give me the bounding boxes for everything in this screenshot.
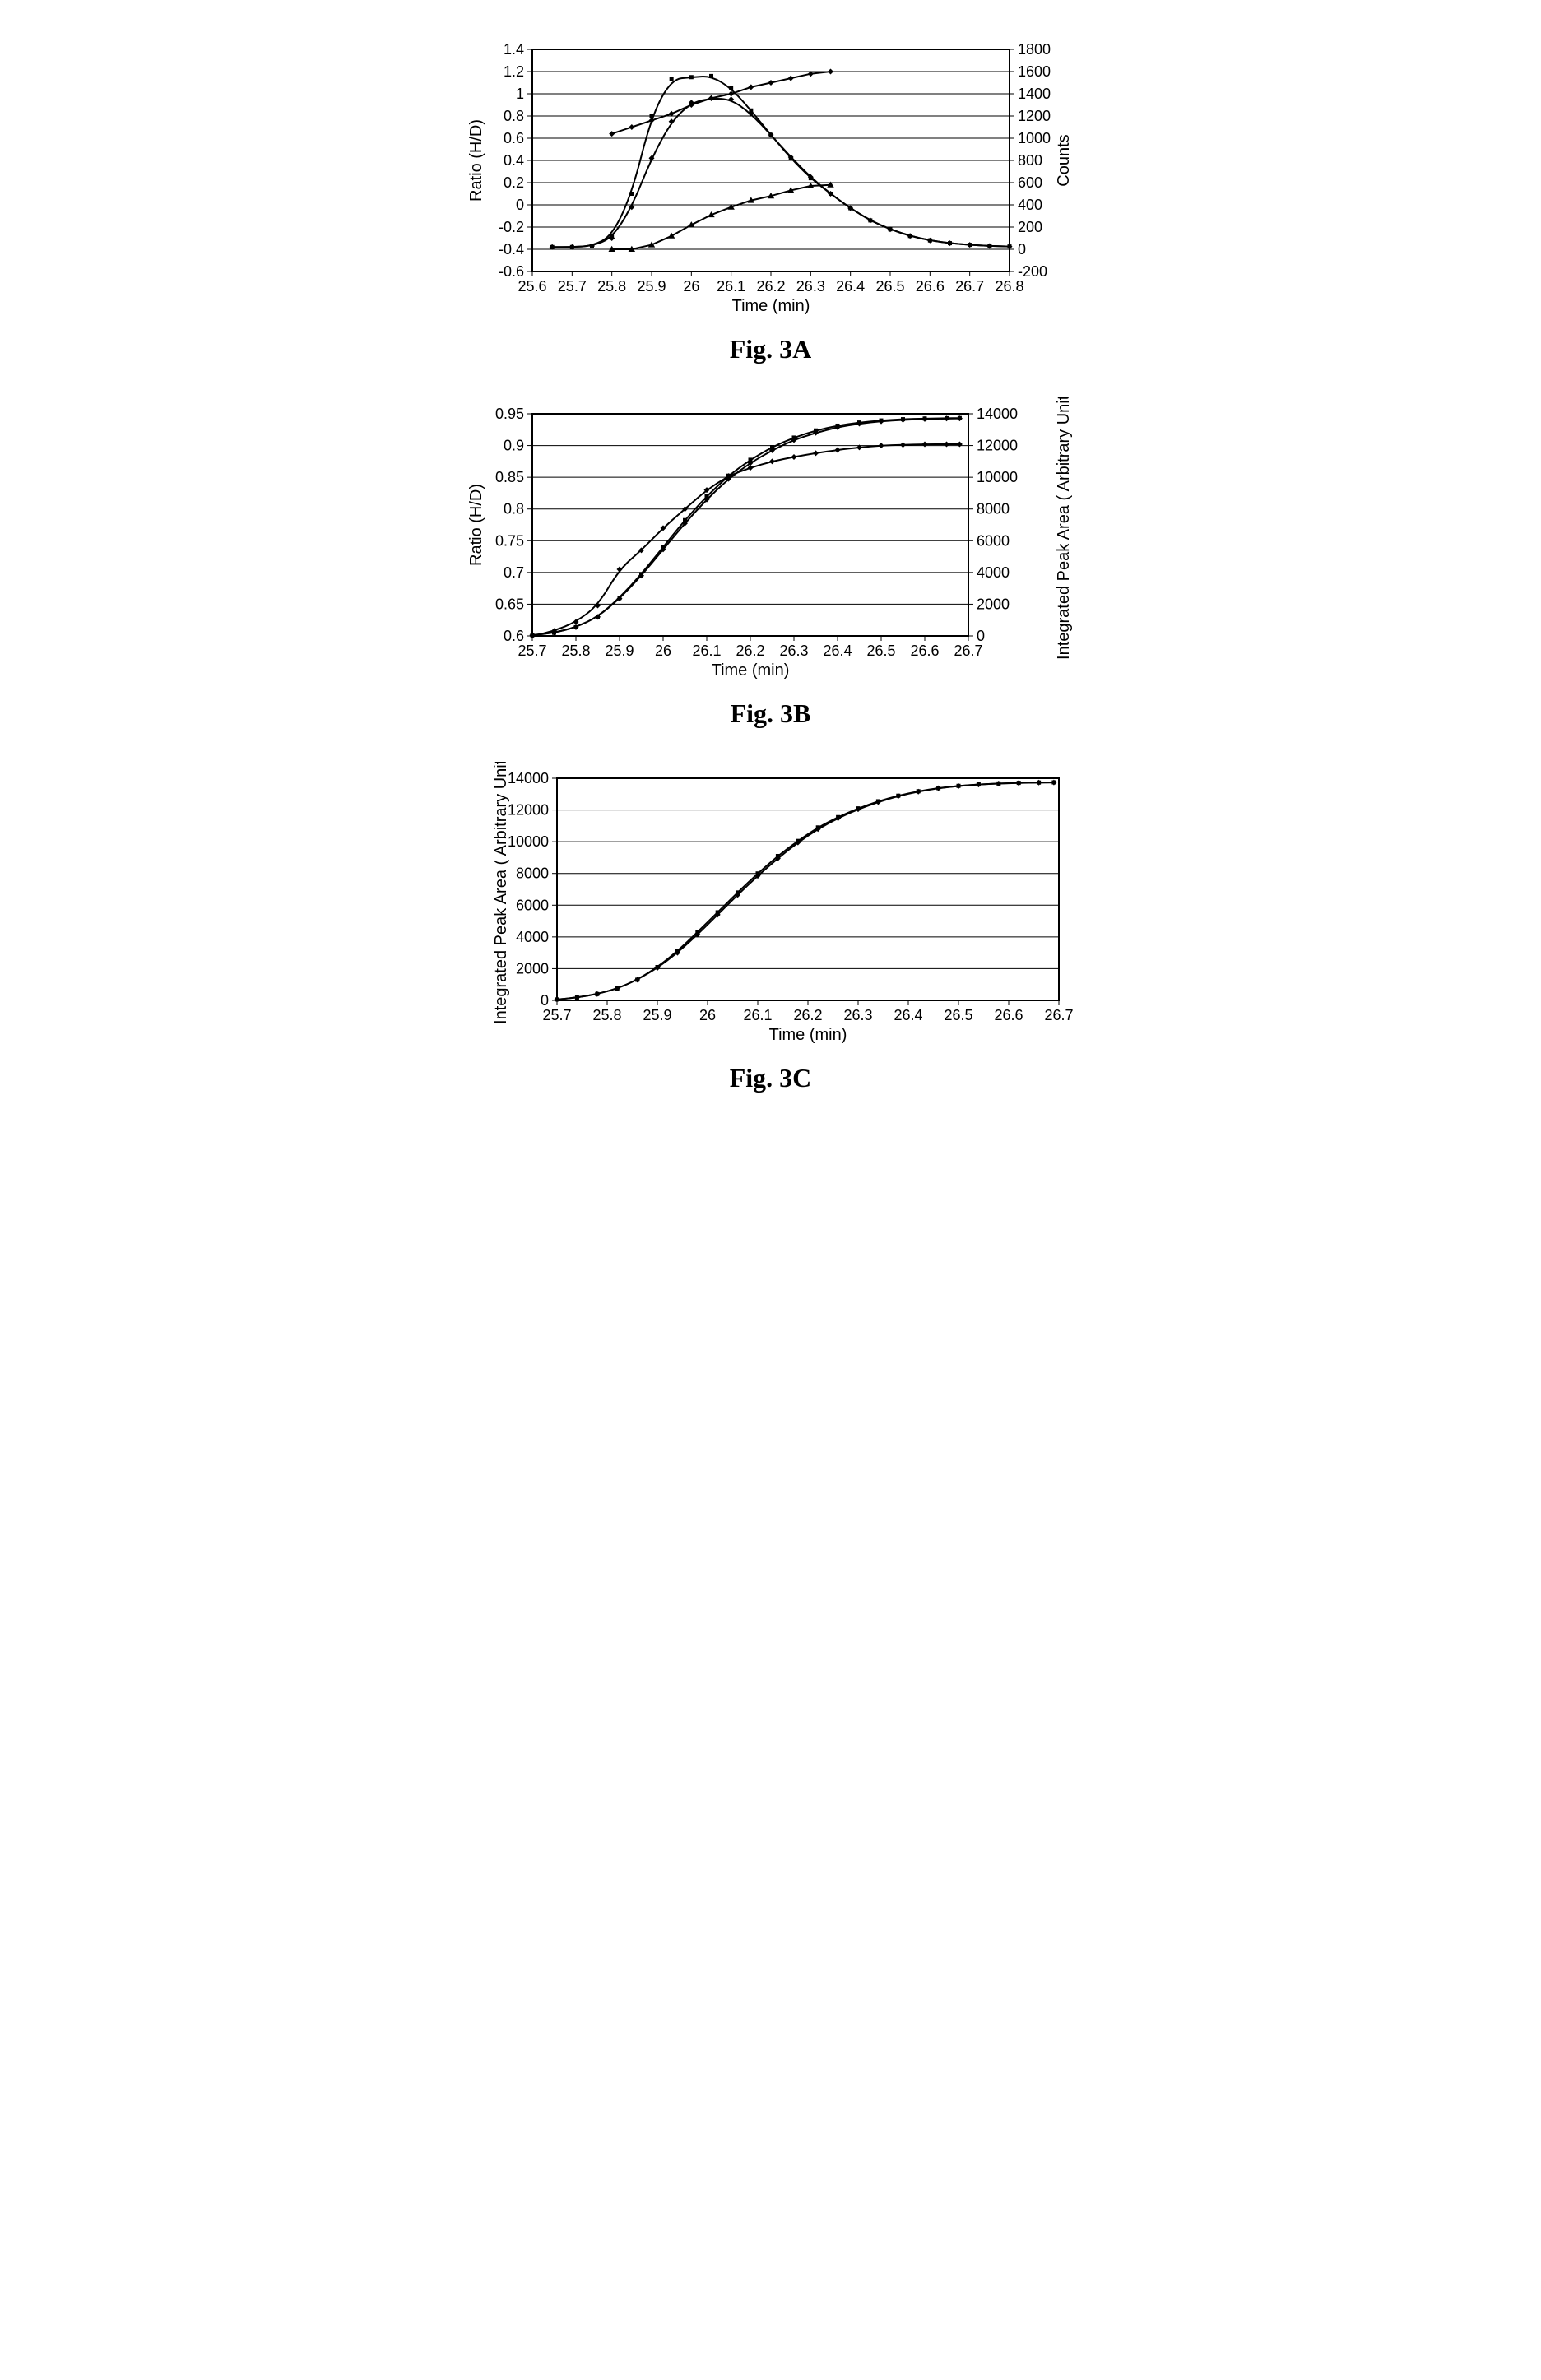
svg-text:26.5: 26.5 [866, 643, 895, 659]
svg-text:25.8: 25.8 [597, 278, 626, 295]
svg-text:-200: -200 [1018, 263, 1047, 280]
svg-text:25.6: 25.6 [518, 278, 546, 295]
svg-text:26.3: 26.3 [843, 1007, 872, 1023]
svg-text:26.5: 26.5 [875, 278, 904, 295]
svg-text:6000: 6000 [515, 897, 548, 913]
svg-text:8000: 8000 [977, 501, 1010, 517]
svg-text:26.6: 26.6 [915, 278, 944, 295]
svg-text:0.85: 0.85 [494, 469, 523, 485]
svg-text:1600: 1600 [1018, 63, 1051, 80]
svg-text:2000: 2000 [977, 596, 1010, 612]
svg-text:26: 26 [683, 278, 699, 295]
svg-text:Time (min): Time (min) [768, 1026, 847, 1044]
svg-text:26.1: 26.1 [692, 643, 721, 659]
svg-text:14000: 14000 [977, 406, 1018, 422]
svg-text:-0.4: -0.4 [498, 241, 523, 257]
svg-text:26.4: 26.4 [894, 1007, 922, 1023]
svg-text:800: 800 [1018, 152, 1042, 169]
svg-text:0.65: 0.65 [494, 596, 523, 612]
svg-text:6000: 6000 [977, 532, 1010, 549]
svg-text:1000: 1000 [1018, 130, 1051, 146]
svg-text:26.6: 26.6 [910, 643, 939, 659]
svg-text:1400: 1400 [1018, 86, 1051, 102]
svg-text:-0.6: -0.6 [498, 263, 523, 280]
svg-text:26.2: 26.2 [793, 1007, 822, 1023]
svg-text:10000: 10000 [977, 469, 1018, 485]
chart-b: 25.7 25.8 25.9 26 26.1 26.2 26.3 26.4 26.5 26.6 26… [458, 397, 1084, 694]
svg-text:12000: 12000 [977, 438, 1018, 454]
chart-b-block: 25.7 25.8 25.9 26 26.1 26.2 26.3 26.4 26.5 26.6 26… [458, 397, 1084, 729]
svg-text:12000: 12000 [507, 802, 548, 819]
svg-text:25.7: 25.7 [542, 1007, 571, 1023]
svg-text:Ratio (H/D): Ratio (H/D) [467, 484, 485, 566]
svg-text:0.95: 0.95 [494, 406, 523, 422]
svg-text:26.2: 26.2 [736, 643, 764, 659]
svg-text:400: 400 [1018, 197, 1042, 213]
svg-text:26.8: 26.8 [995, 278, 1023, 295]
svg-text:0.2: 0.2 [503, 174, 523, 191]
svg-text:26: 26 [699, 1007, 715, 1023]
svg-text:26: 26 [654, 643, 671, 659]
svg-text:25.9: 25.9 [605, 643, 634, 659]
svg-text:14000: 14000 [507, 770, 548, 786]
svg-text:0.75: 0.75 [494, 532, 523, 549]
svg-text:0.6: 0.6 [503, 628, 523, 644]
svg-text:Integrated Peak Area ( Arbitra: Integrated Peak Area ( Arbitrary Unit) [1055, 397, 1073, 660]
svg-text:26.1: 26.1 [743, 1007, 772, 1023]
svg-text:Time (min): Time (min) [731, 297, 810, 315]
svg-text:1: 1 [515, 86, 523, 102]
svg-text:200: 200 [1018, 219, 1042, 235]
svg-text:0.9: 0.9 [503, 438, 523, 454]
svg-text:26.3: 26.3 [796, 278, 824, 295]
svg-text:1.4: 1.4 [503, 41, 523, 58]
svg-text:1.2: 1.2 [503, 63, 523, 80]
svg-text:0: 0 [515, 197, 523, 213]
svg-text:Counts: Counts [1055, 134, 1073, 186]
svg-text:26.4: 26.4 [836, 278, 865, 295]
svg-text:0.7: 0.7 [503, 564, 523, 581]
svg-text:2000: 2000 [515, 960, 548, 977]
svg-text:-0.2: -0.2 [498, 219, 523, 235]
svg-text:0.4: 0.4 [503, 152, 523, 169]
svg-text:0.8: 0.8 [503, 501, 523, 517]
fig-b-label: Fig. 3B [731, 698, 811, 729]
svg-text:0: 0 [1018, 241, 1026, 257]
svg-text:600: 600 [1018, 174, 1042, 191]
chart-c-block: 25.7 25.8 25.9 26 26.1 26.2 26.3 26.4 26.5 26.6 26… [458, 762, 1084, 1093]
svg-text:25.7: 25.7 [557, 278, 586, 295]
svg-text:25.7: 25.7 [518, 643, 546, 659]
svg-text:1200: 1200 [1018, 108, 1051, 124]
svg-text:26.7: 26.7 [954, 643, 982, 659]
svg-text:0: 0 [977, 628, 985, 644]
svg-text:0.8: 0.8 [503, 108, 523, 124]
svg-text:25.9: 25.9 [643, 1007, 671, 1023]
svg-text:0: 0 [540, 992, 548, 1009]
svg-text:25.8: 25.8 [561, 643, 590, 659]
svg-text:Ratio (H/D): Ratio (H/D) [467, 119, 485, 202]
svg-text:26.4: 26.4 [823, 643, 852, 659]
svg-text:26.6: 26.6 [994, 1007, 1023, 1023]
svg-text:25.9: 25.9 [637, 278, 666, 295]
svg-text:8000: 8000 [515, 865, 548, 882]
chart-a: 25.6 25.7 25.8 25.9 26 26.1 26.2 26.3 26.4 26.5 26… [458, 33, 1084, 329]
svg-text:26.2: 26.2 [756, 278, 785, 295]
svg-text:26.3: 26.3 [779, 643, 808, 659]
svg-text:4000: 4000 [977, 564, 1010, 581]
svg-text:26.7: 26.7 [955, 278, 984, 295]
svg-text:26.1: 26.1 [717, 278, 745, 295]
svg-text:25.8: 25.8 [592, 1007, 621, 1023]
svg-text:1800: 1800 [1018, 41, 1051, 58]
svg-text:Integrated Peak Area ( Arbitra: Integrated Peak Area ( Arbitrary Unit) [492, 762, 510, 1024]
fig-a-label: Fig. 3A [730, 334, 812, 364]
svg-text:10000: 10000 [507, 833, 548, 850]
chart-c: 25.7 25.8 25.9 26 26.1 26.2 26.3 26.4 26.5 26.6 26… [458, 762, 1084, 1058]
chart-a-block: 25.6 25.7 25.8 25.9 26 26.1 26.2 26.3 26.4 26.5 26… [458, 33, 1084, 364]
svg-text:4000: 4000 [515, 929, 548, 945]
svg-text:Time (min): Time (min) [711, 661, 789, 680]
svg-text:26.5: 26.5 [944, 1007, 972, 1023]
svg-text:26.7: 26.7 [1044, 1007, 1073, 1023]
svg-text:0.6: 0.6 [503, 130, 523, 146]
fig-c-label: Fig. 3C [730, 1063, 812, 1093]
